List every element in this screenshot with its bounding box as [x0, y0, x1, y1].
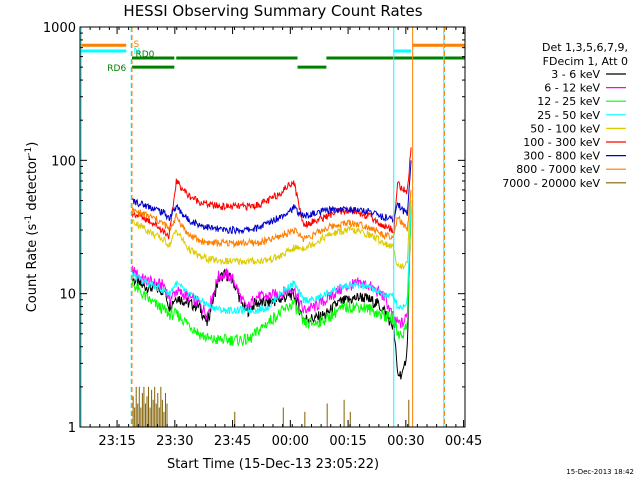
legend-label: 800 - 7000 keV [516, 163, 600, 176]
y-axis-label-exp1: -1 [24, 215, 34, 224]
timestamp-label: 15-Dec-2013 18:42 [566, 468, 634, 476]
y-tick-label: 1000 [43, 21, 76, 36]
x-tick-label: 00:30 [387, 434, 424, 449]
x-tick-label: 23:45 [214, 434, 251, 449]
data-layer [131, 147, 412, 427]
series-line [131, 200, 412, 315]
y-axis-label-end: ) [25, 142, 40, 147]
y-axis-label-main: Count Rate (s [25, 224, 40, 313]
legend-label: 25 - 50 keV [537, 109, 600, 122]
x-tick-label: 00:00 [272, 434, 309, 449]
axes-layer: 1 10 100 1000 23:15 23:30 23:45 00:00 00:15 00:30… [43, 21, 482, 449]
legend-item-50-100-kev: 50 - 100 keV [530, 122, 626, 135]
series-800-7000-kev [131, 189, 412, 249]
legend-label: 50 - 100 keV [530, 122, 600, 135]
flag-label-n: N [134, 47, 141, 57]
legend-label: 6 - 12 keV [544, 82, 600, 95]
x-axis-label: Start Time (15-Dec-13 23:05:22) [167, 457, 379, 472]
series-25-50-kev [131, 200, 412, 315]
y-tick-label: 100 [51, 154, 76, 169]
legend-item-25-50-kev: 25 - 50 keV [537, 109, 626, 122]
series-100-300-kev [131, 147, 412, 240]
legend-header-2: FDecim 1, Att 0 [543, 55, 628, 68]
flag-label-rd6: RD6 [107, 64, 126, 74]
legend-item-12-25-kev: 12 - 25 keV [537, 95, 626, 108]
legend-item-7000-20000-kev: 7000 - 20000 keV [502, 177, 626, 190]
legend-label: 12 - 25 keV [537, 95, 600, 108]
chart-title: HESSI Observing Summary Count Rates [123, 2, 422, 20]
y-axis-label-exp2: -1 [24, 147, 34, 156]
series-line [131, 213, 412, 347]
series-line [131, 160, 412, 235]
legend-label: 3 - 6 keV [551, 68, 600, 81]
legend: Det 1,3,5,6,7,9, FDecim 1, Att 0 3 - 6 k… [502, 41, 628, 190]
legend-item-3-6-kev: 3 - 6 keV [551, 68, 626, 81]
flag-label-rd0: RD0 [135, 50, 154, 60]
legend-header-1: Det 1,3,5,6,7,9, [542, 41, 628, 54]
x-tick-label: 23:15 [98, 434, 135, 449]
series-300-800-kev [131, 160, 412, 235]
legend-item-300-800-kev: 300 - 800 keV [523, 150, 626, 163]
plot-frame [79, 26, 466, 428]
series-6-12-kev [131, 200, 412, 329]
y-axis-label: Count Rate (s-1 detector-1) [24, 142, 40, 313]
series-12-25-kev [131, 213, 412, 347]
legend-item-6-12-kev: 6 - 12 keV [544, 82, 626, 95]
x-tick-label: 00:15 [329, 434, 366, 449]
legend-item-100-300-kev: 100 - 300 keV [523, 136, 626, 149]
series-50-100-kev [131, 189, 412, 271]
legend-label: 100 - 300 keV [523, 136, 600, 149]
flag-label-s: S [134, 40, 140, 50]
series-line [131, 189, 412, 271]
marker-layer [80, 27, 446, 427]
y-axis-label-mid: detector [25, 155, 40, 215]
legend-label: 7000 - 20000 keV [502, 177, 600, 190]
x-tick-label: 23:30 [156, 434, 193, 449]
series-7000-20000-kev [132, 386, 410, 427]
series-line [131, 200, 412, 329]
series-line [131, 189, 412, 249]
y-tick-label: 1 [68, 421, 76, 436]
x-tick-label: 00:45 [445, 434, 482, 449]
legend-item-800-7000-kev: 800 - 7000 keV [516, 163, 626, 176]
legend-label: 300 - 800 keV [523, 150, 600, 163]
series-line [131, 147, 412, 240]
y-tick-label: 10 [59, 288, 76, 303]
